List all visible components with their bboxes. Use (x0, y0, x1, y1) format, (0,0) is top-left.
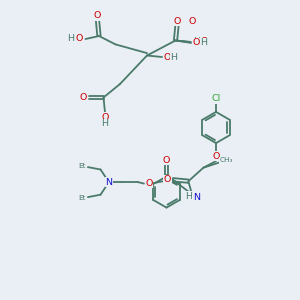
Text: CH₃: CH₃ (219, 157, 233, 163)
Text: O: O (80, 93, 87, 102)
Text: N: N (105, 178, 112, 187)
Text: O: O (101, 112, 109, 122)
Text: H: H (67, 34, 74, 43)
Text: H: H (185, 192, 192, 201)
Text: H: H (170, 52, 178, 62)
Text: H: H (193, 38, 200, 46)
Text: O: O (173, 16, 181, 26)
Text: O: O (164, 175, 171, 184)
Text: O: O (212, 152, 220, 161)
Text: O: O (76, 34, 83, 43)
Text: H: H (101, 119, 109, 128)
Text: O: O (146, 178, 153, 188)
Text: O: O (193, 38, 200, 47)
Text: Et: Et (78, 163, 86, 169)
Text: N: N (193, 193, 200, 202)
Text: O: O (164, 52, 171, 62)
Text: O: O (163, 156, 170, 165)
Text: Et: Et (78, 195, 86, 201)
Text: Cl: Cl (212, 94, 220, 103)
Text: O: O (200, 38, 208, 46)
Text: H: H (200, 38, 208, 47)
Text: O: O (188, 16, 196, 26)
Text: O: O (94, 11, 101, 20)
Text: H: H (194, 38, 201, 47)
